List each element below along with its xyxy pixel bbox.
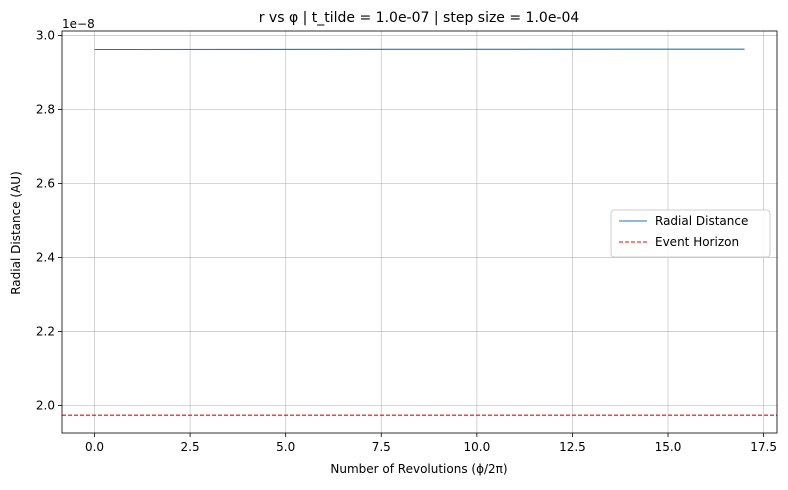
y-tick-label: 2.8 xyxy=(36,102,55,116)
x-tick-label: 15.0 xyxy=(655,440,682,454)
y-tick-label: 2.4 xyxy=(36,251,55,265)
x-axis-label: Number of Revolutions (ϕ/2π) xyxy=(330,462,507,476)
x-tick-label: 5.0 xyxy=(276,440,295,454)
y-tick-label: 3.0 xyxy=(36,28,55,42)
legend-entry-label: Event Horizon xyxy=(655,235,739,249)
legend-box xyxy=(610,209,771,258)
y-axis-label: Radial Distance (AU) xyxy=(9,171,23,295)
x-tick-label: 17.5 xyxy=(750,440,777,454)
y-tick-label: 2.6 xyxy=(36,177,55,191)
y-tick-label: 2.0 xyxy=(36,399,55,413)
x-tick-label: 12.5 xyxy=(559,440,586,454)
axes-frame xyxy=(61,30,778,434)
y-offset-text: 1e−8 xyxy=(62,17,95,31)
legend-entry-label: Radial Distance xyxy=(655,214,748,228)
chart-title: r vs φ | t_tilde = 1.0e-07 | step size =… xyxy=(259,10,580,26)
legend: Radial Distance Event Horizon xyxy=(610,209,771,258)
x-tick-label: 7.5 xyxy=(372,440,391,454)
x-tick-label: 2.5 xyxy=(181,440,200,454)
y-tick-label: 2.2 xyxy=(36,325,55,339)
x-tick-label: 10.0 xyxy=(463,440,490,454)
x-tick-label: 0.0 xyxy=(85,440,104,454)
